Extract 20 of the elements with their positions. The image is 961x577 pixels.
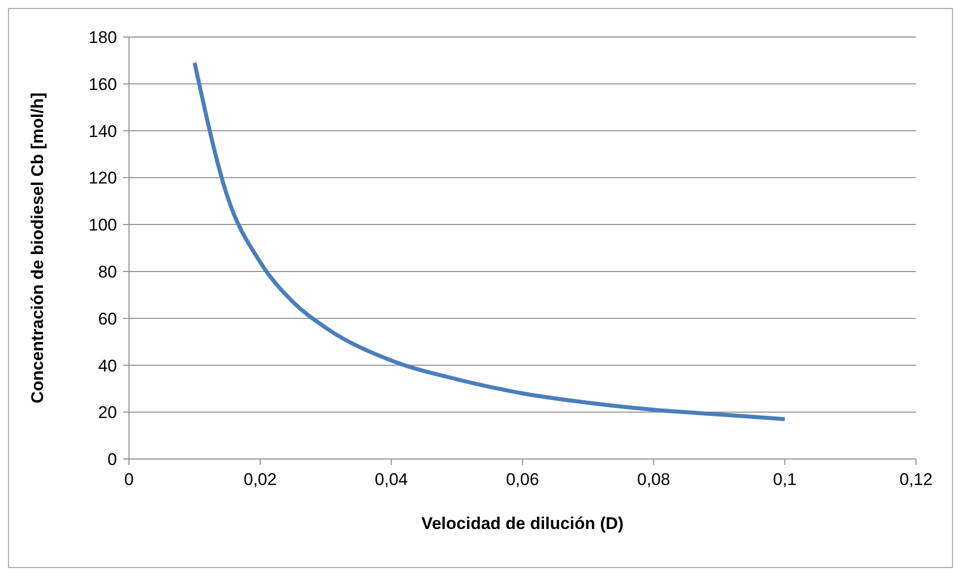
y-tick-label: 0 bbox=[108, 450, 117, 470]
y-tick-label: 160 bbox=[88, 74, 117, 94]
line-series bbox=[192, 60, 787, 422]
x-tick-label: 0,06 bbox=[506, 470, 540, 490]
y-tick-label: 100 bbox=[88, 216, 117, 235]
y-tick-label: 80 bbox=[98, 262, 117, 282]
y-tick-label: 20 bbox=[98, 403, 117, 422]
x-axis-title: Velocidad de dilución (D) bbox=[421, 514, 624, 533]
x-tick-label: 0 bbox=[124, 470, 134, 490]
x-tick-label: 0,08 bbox=[637, 470, 670, 490]
y-tick-label: 180 bbox=[88, 28, 117, 48]
x-tick-label: 0,12 bbox=[899, 470, 933, 490]
y-tick-label: 120 bbox=[88, 168, 117, 188]
y-tick-label: 140 bbox=[88, 122, 117, 141]
y-tick-label: 40 bbox=[98, 356, 117, 376]
x-tick-label: 0,1 bbox=[773, 470, 797, 490]
x-tick-label: 0,04 bbox=[374, 470, 408, 490]
y-tick-label: 60 bbox=[98, 309, 117, 328]
y-axis-title: Concentración de biodiesel Cb [mol/h] bbox=[28, 92, 48, 404]
x-tick-label: 0,02 bbox=[244, 470, 277, 490]
